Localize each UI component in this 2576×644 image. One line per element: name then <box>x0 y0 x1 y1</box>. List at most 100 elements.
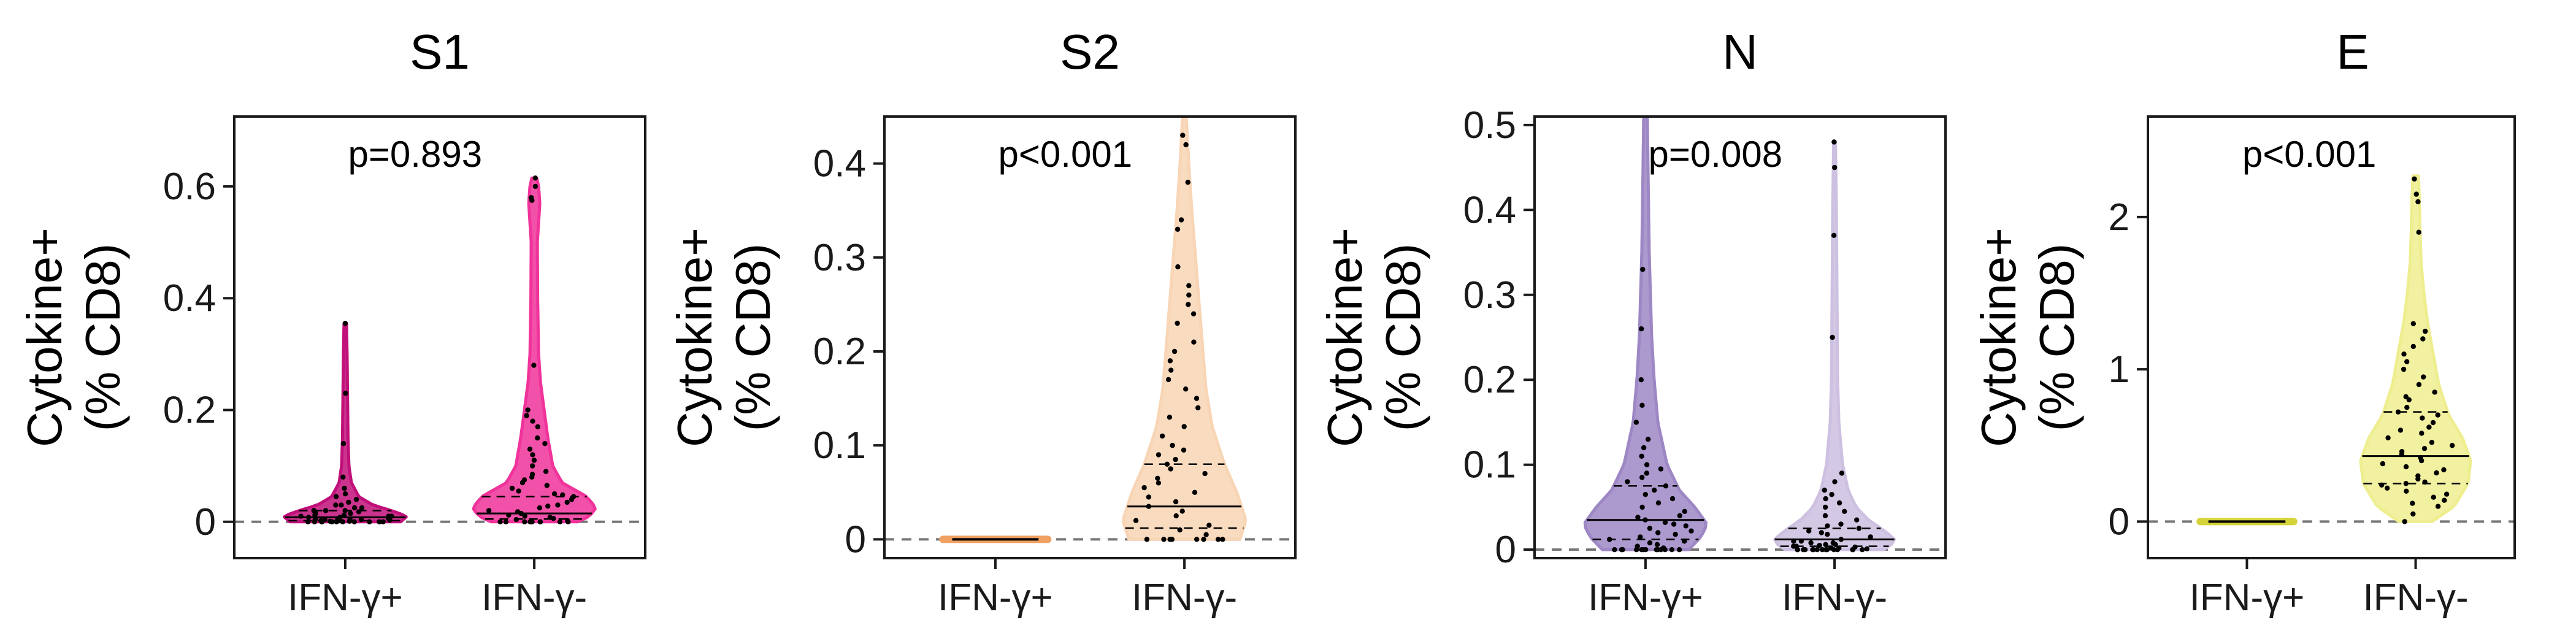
data-point <box>535 435 540 441</box>
data-point <box>1220 537 1225 542</box>
p-value-annotation: p=0.008 <box>1649 134 1783 175</box>
data-point <box>1798 539 1804 544</box>
data-point <box>1811 547 1816 553</box>
data-point <box>1673 532 1678 537</box>
y-tick-label: 0.2 <box>163 389 216 431</box>
plot-frame <box>1533 115 1947 559</box>
data-point <box>1662 547 1668 553</box>
data-point <box>544 483 550 488</box>
data-point <box>2413 191 2419 197</box>
data-point <box>343 390 348 396</box>
y-tick-label: 0 <box>195 501 216 543</box>
data-point <box>1175 226 1181 232</box>
data-point <box>1169 537 1175 542</box>
y-tick-label: 0.3 <box>813 237 866 279</box>
data-point <box>1682 508 1687 514</box>
data-point <box>1168 367 1174 373</box>
data-point <box>2416 229 2421 235</box>
data-point <box>1817 543 1822 548</box>
data-point <box>333 502 339 508</box>
data-point <box>1833 542 1838 547</box>
data-point <box>1639 475 1645 480</box>
data-point <box>358 516 364 523</box>
y-tick-label: 0 <box>845 518 866 561</box>
data-point <box>1802 547 1808 553</box>
data-point <box>1620 547 1625 553</box>
data-point <box>537 519 543 524</box>
data-point <box>555 502 561 508</box>
plot-frame <box>2147 115 2516 559</box>
data-point <box>2401 366 2407 372</box>
data-point <box>305 515 312 520</box>
data-point <box>347 518 352 524</box>
data-point <box>1191 339 1197 345</box>
data-point <box>529 463 535 469</box>
data-point <box>2429 440 2435 445</box>
data-point <box>340 441 347 447</box>
violin-panel-s1: S1 Cytokine+ (% CD8) 0 0.2 0.4 0.6 IFN-γ+ IFN-γ-… <box>17 25 646 619</box>
x-category-label: IFN-γ- <box>2363 577 2468 619</box>
data-point <box>2410 321 2416 326</box>
data-point <box>1181 424 1187 429</box>
data-point <box>1635 515 1641 520</box>
data-point <box>1159 433 1165 439</box>
data-point <box>522 519 527 524</box>
data-point <box>1663 483 1669 489</box>
data-point <box>305 519 311 524</box>
y-tick-label: 0.1 <box>1463 444 1516 486</box>
data-point <box>1842 508 1847 514</box>
panel-title: E <box>2336 25 2369 79</box>
data-point <box>1171 348 1178 355</box>
data-point <box>1671 521 1677 527</box>
data-point <box>1190 311 1197 316</box>
data-point <box>1823 496 1828 502</box>
data-point <box>1156 452 1162 458</box>
p-value-annotation: p<0.001 <box>2242 134 2377 175</box>
plot-frame <box>233 115 646 559</box>
data-point <box>351 519 357 524</box>
data-point <box>2404 405 2410 410</box>
data-point <box>530 452 535 458</box>
data-point <box>1647 526 1653 531</box>
data-point <box>2415 199 2421 205</box>
data-point <box>1164 461 1170 467</box>
data-point <box>2435 412 2440 418</box>
data-point <box>543 469 549 474</box>
data-point <box>513 516 519 523</box>
data-point <box>2395 409 2401 415</box>
data-point <box>2432 389 2437 395</box>
data-point <box>1144 537 1150 542</box>
data-point <box>1179 508 1185 514</box>
data-point <box>1201 537 1206 542</box>
data-point <box>346 499 351 505</box>
panel-title: N <box>1722 25 1758 79</box>
data-point <box>342 491 348 497</box>
data-point <box>1662 519 1668 525</box>
data-point <box>1173 499 1179 505</box>
data-point <box>1638 377 1644 383</box>
data-point <box>1185 180 1191 185</box>
data-point <box>1838 537 1844 542</box>
data-point <box>2423 328 2428 334</box>
data-point <box>2420 336 2426 342</box>
data-point <box>1612 547 1617 553</box>
data-point <box>2421 374 2426 380</box>
data-point <box>2406 397 2412 402</box>
data-point <box>509 485 515 491</box>
data-point <box>1647 540 1653 546</box>
violin-panel-e: E Cytokine+ (% CD8) 0 1 2 IFN-γ+ IFN-γ-p<0.001 <box>1971 25 2516 619</box>
data-point <box>2416 381 2422 388</box>
y-axis-label-line2: (% CD8) <box>2030 243 2084 432</box>
data-point <box>342 321 348 326</box>
data-point <box>1643 517 1648 523</box>
data-point <box>1822 488 1827 493</box>
data-point <box>348 510 353 516</box>
data-point <box>1146 494 1152 500</box>
data-point <box>1829 492 1834 497</box>
violin-IFN-γ+ <box>1583 117 1708 551</box>
data-point <box>560 492 565 498</box>
data-point <box>1831 547 1837 553</box>
data-point <box>1170 443 1175 448</box>
data-point <box>1192 489 1198 495</box>
